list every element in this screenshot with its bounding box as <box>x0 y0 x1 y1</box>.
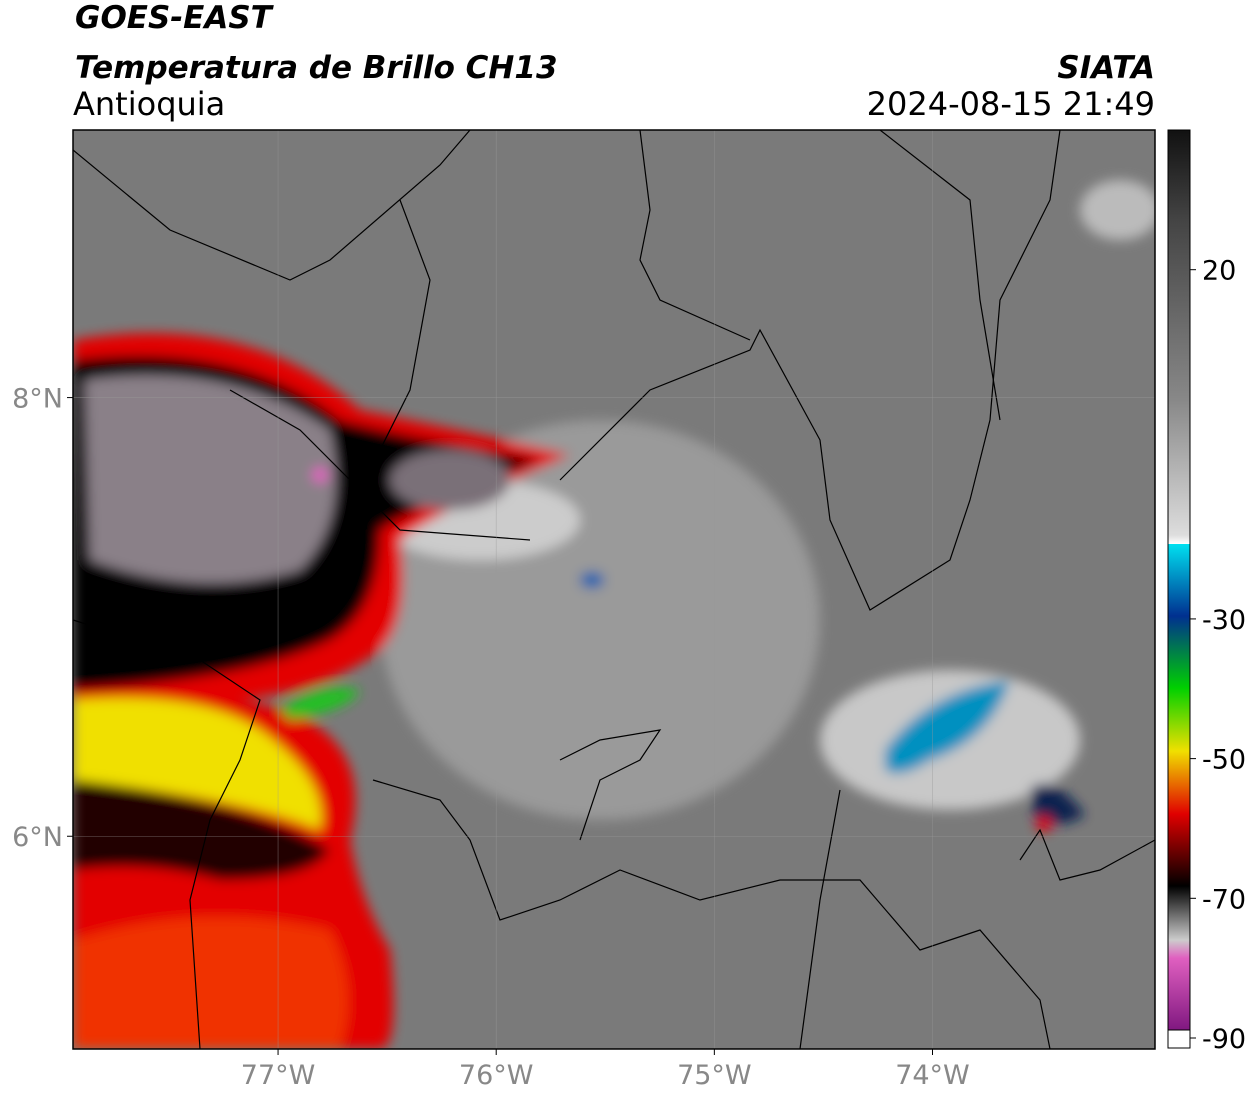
colorbar-tick-label: -70 <box>1202 884 1246 915</box>
colorbar-tick-label: -30 <box>1202 605 1246 636</box>
y-tick-label: 6°N <box>12 822 63 853</box>
colorbar <box>1168 130 1190 1030</box>
satellite-image <box>73 130 1155 1049</box>
subtitle: Temperatura de Brillo CH13 <box>75 50 558 86</box>
title: GOES-EAST <box>75 0 275 36</box>
grid <box>73 130 1155 1049</box>
colorbar-extend <box>1167 1029 1191 1049</box>
x-tick-label: 75°W <box>677 1060 752 1091</box>
source: SIATA <box>1057 50 1155 86</box>
colorbar-frame <box>1167 129 1191 1049</box>
datetime: 2024-08-15 21:49 <box>867 85 1155 123</box>
colorbar-tick-label: -50 <box>1202 745 1246 776</box>
y-tick-label: 8°N <box>12 384 63 415</box>
colorbar-tick-label: -90 <box>1202 1024 1246 1055</box>
x-tick-label: 76°W <box>459 1060 534 1091</box>
x-tick-label: 77°W <box>241 1060 316 1091</box>
region: Antioquia <box>73 85 225 123</box>
colorbar-tick-label: 20 <box>1202 256 1236 287</box>
map-frame <box>72 129 1156 1050</box>
x-tick-label: 74°W <box>895 1060 970 1091</box>
